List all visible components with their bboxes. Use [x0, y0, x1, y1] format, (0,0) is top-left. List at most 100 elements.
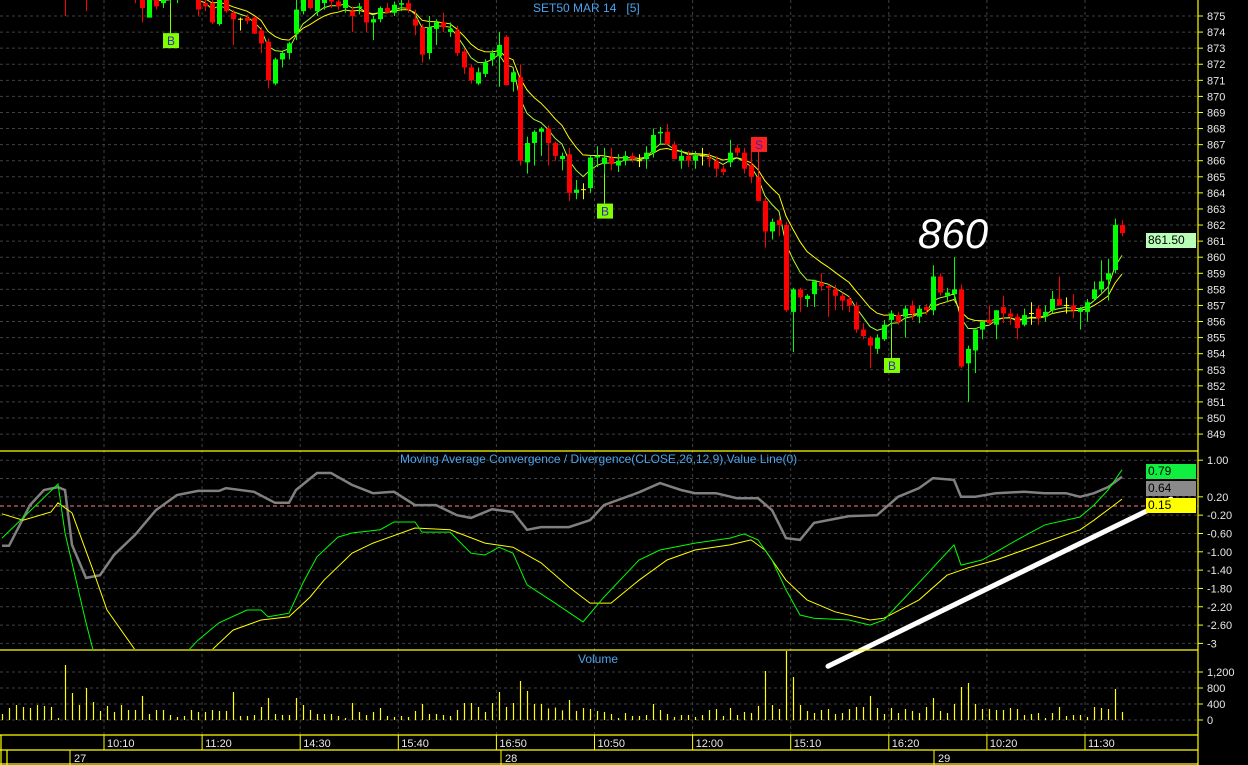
sell-signal: S: [751, 136, 767, 182]
candle-body: [840, 295, 845, 301]
candle-body: [812, 281, 817, 295]
candle: [525, 136, 530, 174]
candle-body: [1036, 308, 1041, 319]
candle-body: [329, 0, 334, 2]
candle-body: [777, 220, 782, 226]
candle: [308, 0, 313, 10]
price-tick-label: 857: [1207, 300, 1225, 312]
price-tick-label: 854: [1207, 349, 1225, 361]
candle: [170, 0, 171, 4]
candle: [553, 141, 558, 161]
candle-body: [763, 200, 768, 232]
candle-body: [742, 152, 747, 169]
candle-body: [532, 131, 537, 144]
price-annotation: 860: [918, 210, 989, 257]
candle: [154, 0, 159, 10]
candle-body: [1001, 307, 1006, 314]
candle-body: [686, 155, 691, 161]
candle: [693, 151, 698, 169]
candle-body: [1071, 305, 1076, 311]
volume-tick-label: 0: [1207, 715, 1213, 727]
candle-body: [203, 3, 208, 7]
candle-body: [1078, 308, 1083, 312]
value-line-label: 0.64: [1146, 481, 1196, 496]
last-price-label: 861.50: [1146, 233, 1196, 248]
price-panel: B B S B: [65, 0, 1125, 402]
candle: [1057, 276, 1062, 306]
macd-tick-label: -0.60: [1207, 528, 1232, 540]
candle-body: [959, 289, 964, 367]
candle-body: [966, 348, 971, 364]
candle: [770, 218, 775, 240]
candle: [903, 305, 908, 338]
candle-body: [784, 225, 789, 311]
candle-body: [343, 0, 348, 8]
candle-body: [294, 9, 299, 34]
candle-body: [378, 7, 383, 20]
candle-body: [1099, 281, 1104, 290]
candle-body: [420, 27, 425, 55]
volume-panel: [1, 651, 1124, 720]
candle: [238, 17, 243, 31]
candle-body: [1085, 302, 1090, 312]
candle: [266, 38, 271, 89]
candle: [504, 35, 509, 86]
signal-label-text: B: [601, 205, 609, 219]
candle: [378, 6, 383, 23]
candle: [1064, 297, 1069, 314]
candle: [826, 284, 831, 317]
time-axis-label: 12:00: [696, 738, 724, 750]
price-tick-label: 873: [1207, 43, 1225, 55]
candle: [336, 0, 341, 10]
candle: [434, 19, 439, 45]
candle-body: [322, 0, 327, 4]
candle: [294, 0, 299, 41]
date-axis-label: 28: [505, 753, 517, 765]
price-tick-label: 869: [1207, 107, 1225, 119]
candle-body: [1113, 225, 1118, 271]
macd-tick-label: -2.20: [1207, 602, 1232, 614]
time-axis-label: 10:10: [107, 738, 135, 750]
candle: [714, 155, 719, 177]
signal-label-text: S: [755, 138, 763, 152]
candle-body: [917, 308, 922, 317]
candle: [735, 144, 740, 156]
buy-signal: B: [597, 173, 613, 219]
candle: [644, 146, 649, 169]
price-tick-label: 856: [1207, 317, 1225, 329]
candle-body: [819, 282, 824, 287]
macd-tick-label: -3: [1207, 638, 1217, 650]
candle-body: [266, 41, 271, 81]
price-tick-label: 874: [1207, 27, 1225, 39]
candle-body: [371, 19, 376, 23]
candle: [994, 310, 999, 340]
candle: [280, 51, 285, 68]
candle-body: [945, 292, 950, 296]
candle: [938, 273, 943, 296]
candle: [392, 1, 397, 16]
candle-body: [987, 319, 992, 324]
candle-body: [903, 308, 908, 317]
candle-body: [462, 51, 467, 68]
candle-body: [854, 305, 859, 330]
candle: [177, 0, 178, 4]
macd-value-label: 0.79: [1146, 464, 1196, 479]
candle: [924, 303, 929, 316]
candle: [700, 147, 705, 166]
candle-body: [973, 329, 978, 351]
candle-body: [833, 289, 838, 296]
candle-body: [1015, 316, 1020, 328]
price-tick-label: 867: [1207, 140, 1225, 152]
candle: [1113, 218, 1118, 274]
date-axis-label: 29: [938, 753, 950, 765]
macd-tick-label: 1.00: [1207, 455, 1228, 467]
candle: [798, 287, 803, 312]
candle-body: [651, 134, 656, 153]
candle: [497, 32, 502, 87]
candle: [609, 147, 614, 171]
macd-tick-label: -1.00: [1207, 547, 1232, 559]
candle: [448, 22, 453, 37]
candle: [441, 12, 446, 33]
